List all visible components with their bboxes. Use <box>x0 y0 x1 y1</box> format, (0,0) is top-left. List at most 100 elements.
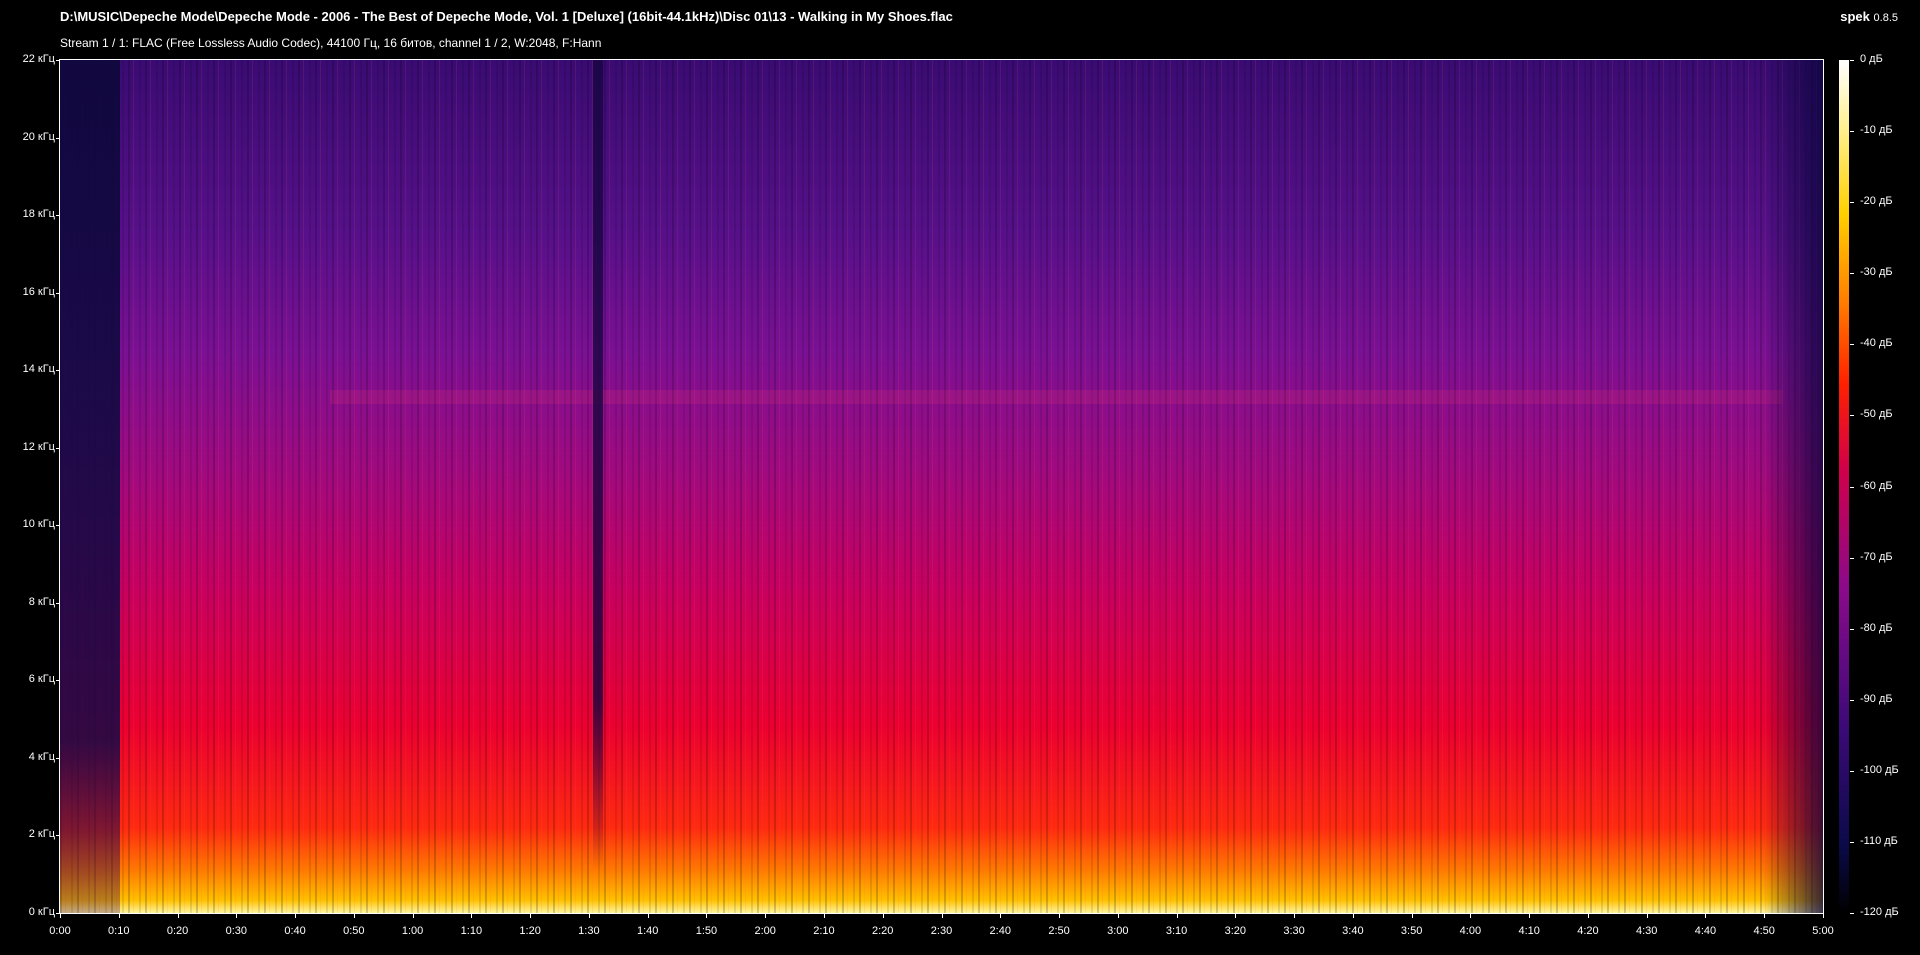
color-scale-label: -120 дБ <box>1860 906 1899 918</box>
x-tick-label: 5:00 <box>1812 925 1834 937</box>
y-tick <box>56 602 60 604</box>
y-tick <box>56 447 60 449</box>
y-tick <box>56 913 60 914</box>
x-tick-label: 0:50 <box>343 925 365 937</box>
x-tick <box>1117 913 1119 918</box>
y-tick <box>56 525 60 527</box>
color-scale-tick <box>1850 202 1854 204</box>
y-tick-label: 16 кГц <box>22 285 55 298</box>
y-tick-label: 22 кГц <box>22 53 55 65</box>
color-scale-label: -110 дБ <box>1860 834 1898 847</box>
x-tick-label: 0:20 <box>166 925 189 937</box>
x-tick <box>1294 913 1296 918</box>
x-tick <box>412 913 414 918</box>
x-tick-label: 4:10 <box>1518 925 1540 937</box>
x-tick <box>1646 913 1648 918</box>
x-tick-label: 2:50 <box>1048 925 1070 937</box>
x-tick-label: 4:20 <box>1577 925 1599 937</box>
x-tick <box>353 913 355 918</box>
y-tick <box>56 370 60 372</box>
fade-out <box>1763 60 1823 913</box>
y-tick-label: 0 кГц <box>28 906 55 918</box>
color-scale-label: 0 дБ <box>1860 53 1883 65</box>
color-scale-label: -100 дБ <box>1860 763 1899 776</box>
x-tick <box>1235 913 1237 918</box>
x-tick-label: 0:10 <box>108 925 130 937</box>
quiet-gap <box>593 60 603 913</box>
x-tick-label: 1:40 <box>636 925 659 937</box>
y-tick-label: 20 кГц <box>22 130 55 143</box>
y-tick-label: 2 кГц <box>28 828 55 841</box>
x-tick-label: 4:40 <box>1694 925 1717 937</box>
y-tick <box>56 60 60 61</box>
color-scale-tick <box>1850 841 1854 843</box>
color-scale-label: -20 дБ <box>1860 195 1893 208</box>
x-tick <box>1176 913 1178 918</box>
y-tick <box>56 757 60 759</box>
color-scale-label: -50 дБ <box>1860 408 1893 421</box>
color-scale-tick <box>1850 344 1854 346</box>
x-tick <box>1529 913 1531 918</box>
x-tick-label: 0:40 <box>284 925 306 937</box>
color-scale-tick <box>1850 628 1854 630</box>
x-tick-label: 3:10 <box>1165 925 1188 937</box>
x-tick-label: 3:50 <box>1400 925 1423 937</box>
stream-info: Stream 1 / 1: FLAC (Free Lossless Audio … <box>60 36 602 50</box>
x-tick <box>1587 913 1589 918</box>
x-tick-label: 0:30 <box>225 925 248 937</box>
x-tick <box>177 913 179 918</box>
x-tick <box>647 913 649 918</box>
x-tick-label: 3:00 <box>1107 925 1129 937</box>
x-tick-label: 3:30 <box>1283 925 1305 937</box>
color-scale-tick <box>1850 273 1854 275</box>
x-tick <box>1352 913 1354 918</box>
color-scale-tick <box>1850 557 1854 559</box>
x-tick-label: 1:00 <box>401 925 424 937</box>
x-tick-label: 1:20 <box>519 925 541 937</box>
x-tick <box>1705 913 1707 918</box>
x-tick <box>1823 913 1824 918</box>
y-tick-label: 18 кГц <box>22 208 55 221</box>
x-tick-label: 1:30 <box>578 925 600 937</box>
x-tick-label: 2:30 <box>930 925 953 937</box>
y-tick-label: 8 кГц <box>28 595 55 608</box>
y-tick <box>56 835 60 837</box>
x-tick <box>1470 913 1472 918</box>
x-tick-label: 4:30 <box>1635 925 1658 937</box>
x-tick-label: 1:50 <box>695 925 718 937</box>
spectral-band <box>330 390 1783 404</box>
x-tick <box>823 913 825 918</box>
x-tick-label: 1:10 <box>460 925 483 937</box>
x-tick <box>1000 913 1002 918</box>
x-tick <box>588 913 590 918</box>
x-tick <box>941 913 943 918</box>
x-tick <box>882 913 884 918</box>
y-tick-label: 14 кГц <box>22 363 55 376</box>
x-tick <box>236 913 238 918</box>
y-tick-label: 4 кГц <box>28 750 55 763</box>
y-tick <box>56 292 60 294</box>
spectrogram <box>60 60 1823 913</box>
x-tick-label: 2:00 <box>754 925 776 937</box>
y-tick-label: 12 кГц <box>22 440 55 453</box>
app-name: spek <box>1840 9 1870 24</box>
x-tick <box>1059 913 1061 918</box>
app-version: 0.8.5 <box>1873 12 1898 24</box>
color-scale-label: -30 дБ <box>1860 266 1893 279</box>
x-tick-label: 3:40 <box>1342 925 1364 937</box>
color-scale-label: -90 дБ <box>1860 692 1893 705</box>
color-scale-tick <box>1850 131 1854 133</box>
color-scale-tick <box>1850 699 1854 701</box>
y-tick <box>56 215 60 217</box>
x-tick-label: 3:20 <box>1224 925 1247 937</box>
x-tick <box>706 913 708 918</box>
plot-frame <box>59 59 1824 914</box>
x-tick <box>1764 913 1766 918</box>
file-path: D:\MUSIC\Depeche Mode\Depeche Mode - 200… <box>60 9 953 24</box>
x-tick <box>765 913 767 918</box>
color-scale-label: -80 дБ <box>1860 621 1893 634</box>
color-scale-tick <box>1850 486 1854 488</box>
x-tick <box>471 913 473 918</box>
x-tick <box>295 913 297 918</box>
x-tick <box>60 913 61 918</box>
